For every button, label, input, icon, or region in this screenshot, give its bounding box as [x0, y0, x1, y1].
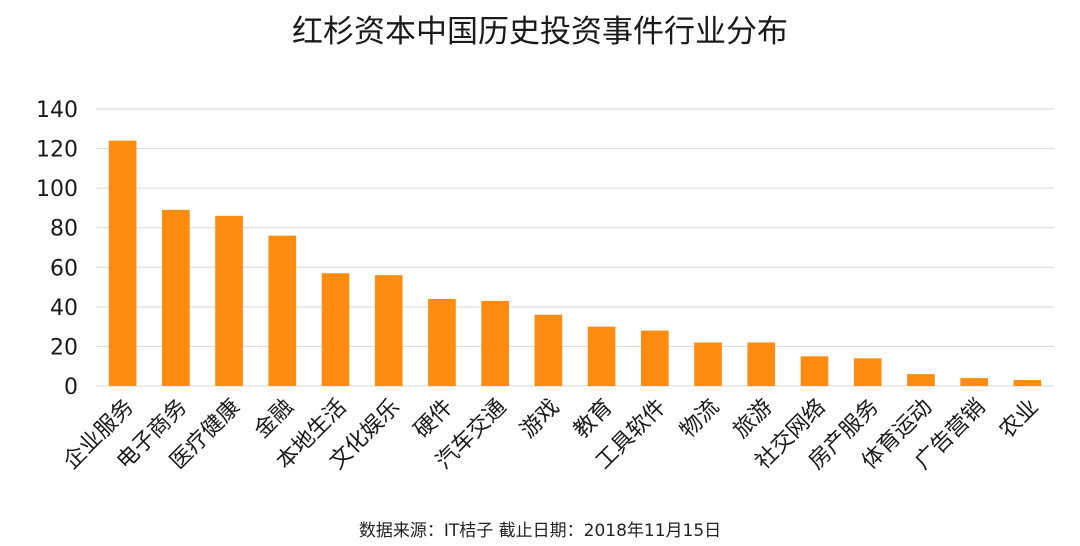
bar [161, 209, 190, 386]
bar [534, 314, 563, 386]
y-axis-ticks: 0 20 40 60 80 100 120 140 [36, 98, 78, 400]
y-tick-label: 80 [50, 217, 78, 242]
y-tick-label: 100 [36, 177, 78, 202]
bar [1013, 380, 1042, 386]
bar [907, 374, 935, 386]
y-tick-label: 120 [36, 138, 78, 163]
bar [800, 356, 829, 386]
bars [108, 140, 1042, 386]
bar [374, 275, 403, 386]
bar [321, 273, 350, 386]
category-label: 游戏 [516, 395, 565, 444]
bar [960, 378, 989, 386]
y-tick-label: 0 [64, 375, 78, 400]
bar [747, 342, 776, 386]
bar [428, 298, 456, 386]
y-tick-label: 40 [50, 296, 78, 321]
chart-title: 红杉资本中国历史投资事件行业分布 [292, 14, 788, 50]
bar [481, 300, 510, 386]
bar [215, 215, 243, 386]
bar [268, 235, 297, 386]
bar [694, 342, 722, 386]
bar [587, 326, 616, 386]
bar [853, 358, 882, 386]
bar [108, 140, 137, 386]
y-tick-label: 140 [36, 98, 78, 123]
y-tick-label: 20 [50, 335, 78, 360]
category-label: 物流 [675, 395, 724, 444]
source-note: 数据来源：IT桔子 截止日期：2018年11月15日 [358, 521, 722, 541]
y-tick-label: 60 [50, 256, 78, 281]
category-label: 农业 [995, 395, 1044, 444]
bar [640, 330, 669, 386]
grid-lines [96, 108, 1054, 387]
